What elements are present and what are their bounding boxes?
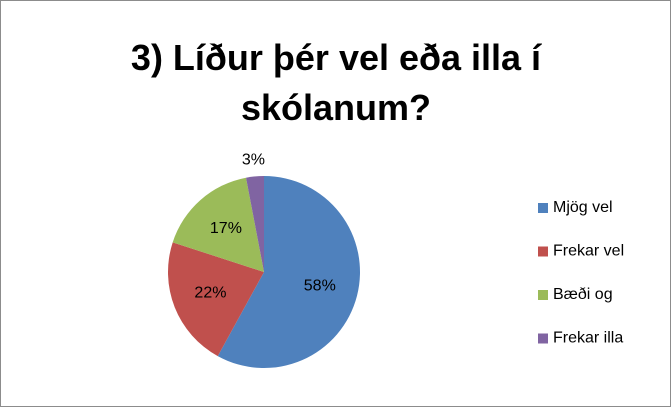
pie-slice <box>172 177 264 272</box>
pie-slice <box>246 176 264 272</box>
legend-label: Bæði og <box>553 286 613 303</box>
legend-label: Frekar vel <box>553 243 624 260</box>
chart-title: 3) Líður þér vel eða illa í skólanum? <box>130 37 542 128</box>
legend-label: Frekar illa <box>553 330 623 347</box>
legend-label: Mjög vel <box>553 199 613 216</box>
data-label: 17% <box>210 220 242 237</box>
pie-slice <box>168 242 264 357</box>
pie-slice <box>217 176 361 368</box>
legend-swatch <box>538 246 548 257</box>
legend-swatch <box>538 290 548 300</box>
legend-swatch <box>538 203 548 213</box>
data-label: 22% <box>194 284 226 301</box>
legend-swatch <box>538 333 548 344</box>
data-label: 3% <box>242 151 265 168</box>
data-label: 58% <box>304 278 336 295</box>
